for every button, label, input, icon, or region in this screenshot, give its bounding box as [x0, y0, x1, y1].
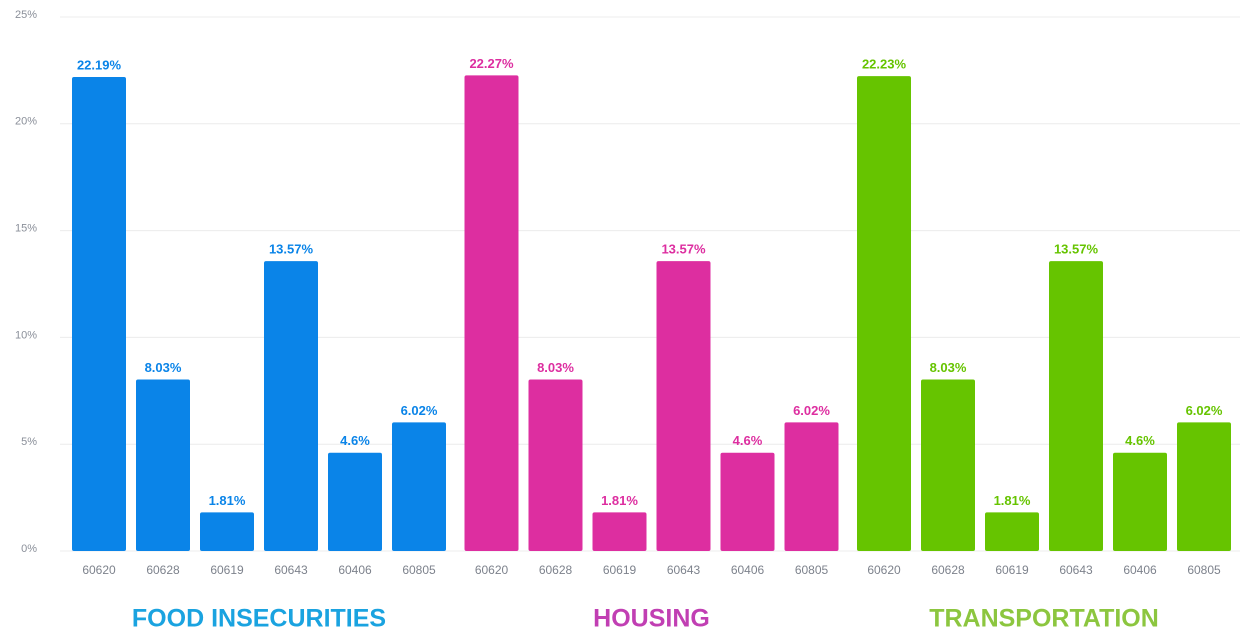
x-tick-label: 60628 — [931, 563, 965, 577]
bar — [1049, 261, 1103, 551]
value-label: 4.6% — [733, 433, 763, 448]
x-tick-label: 60620 — [475, 563, 509, 577]
x-tick-label: 60406 — [1123, 563, 1157, 577]
value-label: 8.03% — [145, 360, 182, 375]
y-tick-label: 0% — [21, 543, 37, 555]
x-tick-label: 60406 — [338, 563, 372, 577]
y-tick-label: 20% — [15, 116, 37, 128]
value-label: 4.6% — [340, 433, 370, 448]
y-tick-label: 5% — [21, 436, 37, 448]
bar — [136, 379, 190, 551]
x-tick-label: 60619 — [995, 563, 1029, 577]
value-label: 1.81% — [209, 493, 246, 508]
x-tick-label: 60628 — [146, 563, 180, 577]
bar — [528, 379, 583, 551]
y-tick-label: 25% — [15, 9, 37, 21]
bar — [1177, 422, 1231, 551]
bar — [784, 422, 839, 551]
x-tick-label: 60620 — [82, 563, 116, 577]
x-tick-label: 60406 — [731, 563, 765, 577]
value-label: 13.57% — [1054, 242, 1099, 257]
bar — [464, 75, 519, 551]
value-label: 6.02% — [401, 403, 438, 418]
x-tick-label: 60619 — [210, 563, 244, 577]
value-label: 22.23% — [862, 57, 907, 72]
x-tick-label: 60619 — [603, 563, 637, 577]
value-label: 13.57% — [269, 242, 314, 257]
value-label: 1.81% — [994, 493, 1031, 508]
value-label: 1.81% — [601, 493, 638, 508]
bar — [985, 512, 1039, 551]
x-tick-label: 60643 — [667, 563, 701, 577]
value-label: 4.6% — [1125, 433, 1155, 448]
x-tick-label: 60805 — [402, 563, 436, 577]
y-tick-label: 15% — [15, 223, 37, 235]
bar — [656, 261, 711, 551]
bar — [592, 512, 647, 551]
bar — [1113, 452, 1167, 551]
bar — [264, 261, 318, 551]
value-label: 13.57% — [661, 242, 706, 257]
bar — [857, 76, 911, 551]
bar — [720, 452, 775, 551]
group-title: HOUSING — [593, 605, 710, 633]
bar — [200, 512, 254, 551]
x-tick-label: 60620 — [867, 563, 901, 577]
value-label: 8.03% — [537, 360, 574, 375]
x-tick-label: 60805 — [1187, 563, 1221, 577]
value-label: 6.02% — [1186, 403, 1223, 418]
value-label: 22.27% — [469, 56, 514, 71]
value-label: 6.02% — [793, 403, 830, 418]
x-tick-label: 60643 — [274, 563, 308, 577]
bar — [72, 77, 126, 551]
value-label: 22.19% — [77, 57, 122, 72]
x-tick-label: 60628 — [539, 563, 573, 577]
group-title: TRANSPORTATION — [929, 605, 1159, 633]
bar — [921, 379, 975, 551]
bar — [392, 422, 446, 551]
bar — [328, 452, 382, 551]
x-tick-label: 60643 — [1059, 563, 1093, 577]
value-label: 8.03% — [930, 360, 967, 375]
y-tick-label: 10% — [15, 329, 37, 341]
group-title: FOOD INSECURITIES — [132, 605, 386, 633]
x-tick-label: 60805 — [795, 563, 829, 577]
